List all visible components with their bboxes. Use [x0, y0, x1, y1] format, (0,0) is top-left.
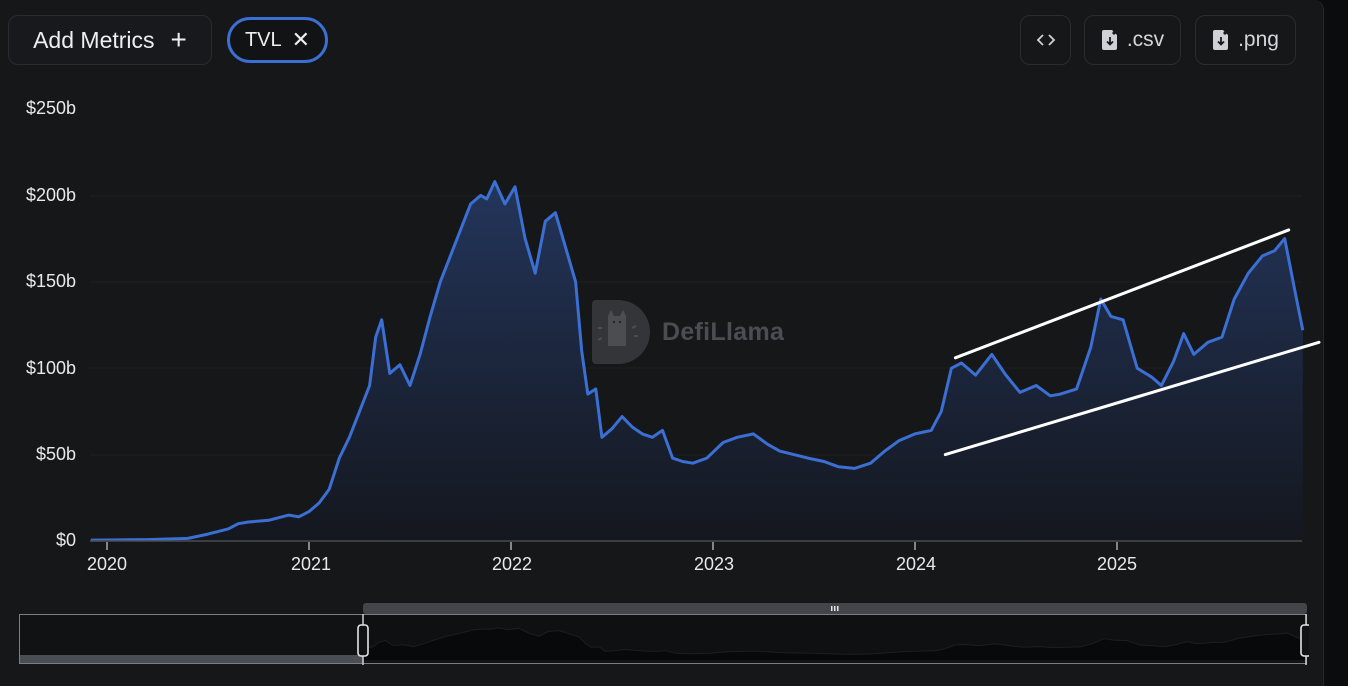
add-metrics-label: Add Metrics: [33, 26, 155, 53]
x-axis-ticks: [106, 542, 1118, 550]
range-slider[interactable]: [19, 603, 1309, 665]
add-metrics-button[interactable]: Add Metrics +: [8, 15, 212, 65]
y-tick-label: $50b: [35, 444, 76, 464]
embed-code-button[interactable]: [1020, 15, 1071, 65]
y-tick-label: $100b: [25, 358, 76, 378]
code-brackets-icon: [1036, 34, 1055, 46]
llama-logo-icon: [592, 300, 650, 364]
file-download-icon: [1101, 30, 1117, 50]
grip-icon[interactable]: [831, 606, 839, 611]
chart-toolbar: Add Metrics + TVL ✕ .csv .png: [0, 0, 1324, 80]
slider-unselected-region: [20, 655, 363, 663]
x-tick-label: 2021: [290, 554, 332, 574]
tvl-area-fill: [90, 181, 1303, 541]
slider-handle-right[interactable]: [1300, 624, 1309, 657]
defillama-watermark: DefiLlama: [590, 298, 784, 366]
slider-handle-left[interactable]: [357, 624, 369, 657]
tvl-line: [90, 180, 1305, 542]
x-tick-label: 2022: [491, 554, 533, 574]
y-tick-label: $250b: [25, 98, 76, 118]
x-tick-label: 2023: [693, 554, 735, 574]
plus-icon: +: [170, 24, 187, 55]
watermark-text: DefiLlama: [662, 317, 785, 346]
metric-chip-tvl[interactable]: TVL ✕: [227, 17, 328, 63]
download-csv-button[interactable]: .csv: [1084, 15, 1181, 65]
png-label: .png: [1238, 28, 1279, 51]
csv-label: .csv: [1126, 28, 1165, 51]
slider-mini-chart: [362, 627, 1307, 662]
x-tick-label: 2024: [895, 554, 937, 574]
y-tick-label: $0: [55, 530, 76, 550]
lower-trendline: [943, 340, 1321, 457]
close-icon[interactable]: ✕: [291, 27, 311, 52]
y-tick-label: $150b: [25, 271, 76, 291]
x-tick-label: 2025: [1096, 554, 1138, 574]
y-tick-label: $200b: [25, 185, 76, 205]
download-png-button[interactable]: .png: [1195, 15, 1296, 65]
upper-trendline: [953, 228, 1291, 360]
metric-chip-label: TVL: [244, 28, 282, 51]
tvl-area-chart[interactable]: [0, 80, 1348, 580]
x-tick-label: 2020: [86, 554, 128, 574]
file-download-icon: [1213, 30, 1229, 50]
